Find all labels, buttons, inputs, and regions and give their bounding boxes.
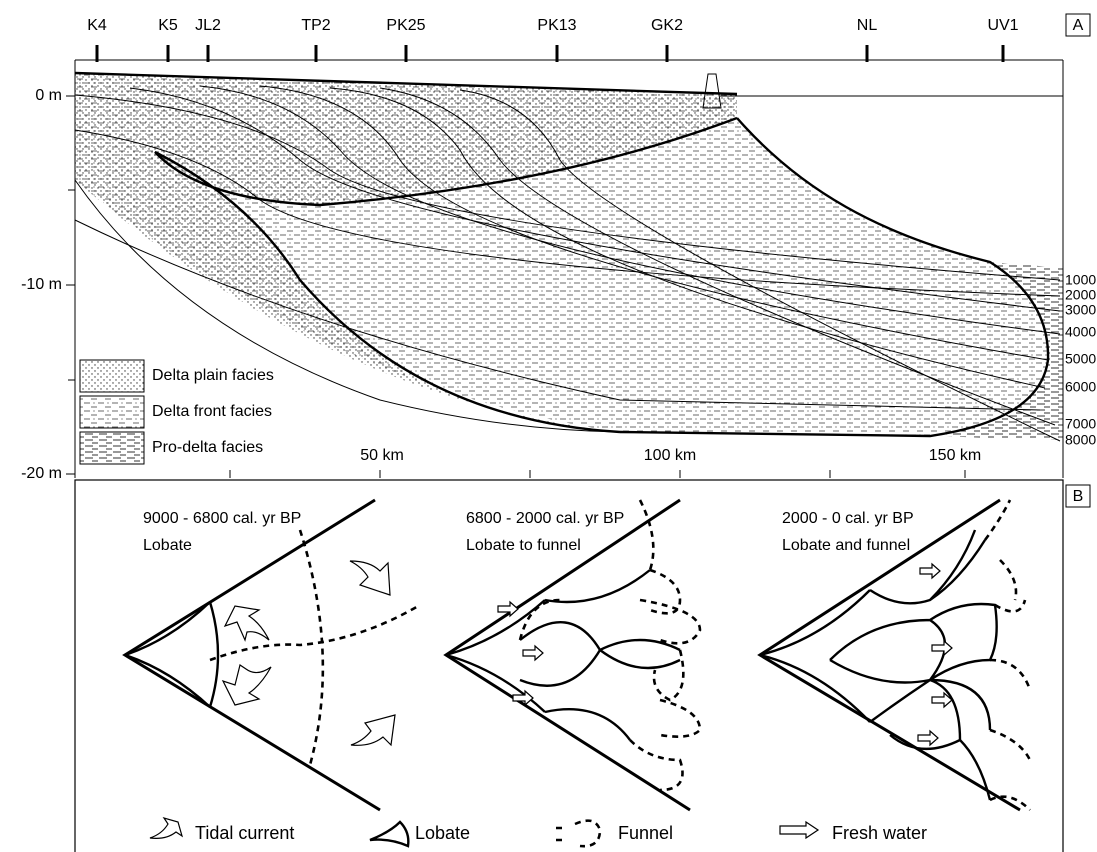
isochron-label: 7000 [1065, 416, 1096, 432]
depth-label: -20 m [21, 465, 62, 482]
tidal-current-icon [350, 561, 390, 595]
drawing-stroke [370, 822, 408, 846]
tidal-current-icon [223, 665, 271, 705]
tidal-current-icon [225, 606, 269, 640]
drawing-stroke [80, 396, 144, 428]
depth-label: -10 m [21, 276, 62, 293]
distance-label: 100 km [644, 447, 696, 464]
drawing-stroke [80, 432, 144, 464]
legend-label: Funnel [618, 823, 673, 843]
fresh-water-icon [918, 731, 938, 745]
legend-label: Fresh water [832, 823, 927, 843]
depth-ticks [66, 96, 75, 474]
fresh-water-icon [932, 641, 952, 655]
drawing-stroke [446, 570, 680, 740]
isochron-label: 2000 [1065, 287, 1096, 303]
stage-shape: Lobate [143, 537, 192, 554]
legend-label: Tidal current [195, 823, 294, 843]
isochron-label: 6000 [1065, 379, 1096, 395]
stage-period: 2000 - 0 cal. yr BP [782, 510, 914, 527]
well-label: UV1 [987, 17, 1018, 34]
panel-b-frame [75, 480, 1063, 852]
well-label: PK25 [386, 17, 425, 34]
isochron-label: 1000 [1065, 272, 1096, 288]
well-label: K4 [87, 17, 107, 34]
legend-label: Delta plain facies [152, 367, 274, 384]
drawing-stroke [760, 530, 997, 800]
stage-period: 6800 - 2000 cal. yr BP [466, 510, 624, 527]
distance-label: 150 km [929, 447, 981, 464]
isochron-label: 5000 [1065, 351, 1096, 367]
isochron-label: 4000 [1065, 324, 1096, 340]
well-label: GK2 [651, 17, 683, 34]
well-label: PK13 [537, 17, 576, 34]
well-label: TP2 [301, 17, 330, 34]
panel-b [75, 480, 1090, 852]
legend-a [80, 360, 144, 464]
stage-period: 9000 - 6800 cal. yr BP [143, 510, 301, 527]
panel-label: A [1073, 17, 1084, 34]
well-label: NL [857, 17, 878, 34]
panel-label: B [1073, 488, 1084, 505]
drawing-stroke [780, 822, 818, 838]
drawing-stroke [556, 821, 600, 847]
legend-label: Lobate [415, 823, 470, 843]
legend-label: Pro-delta facies [152, 439, 263, 456]
isochron-label: 3000 [1065, 302, 1096, 318]
well-label: JL2 [195, 17, 221, 34]
depth-label: 0 m [35, 87, 62, 104]
stage-shape: Lobate and funnel [782, 537, 910, 554]
drawing-stroke [150, 818, 182, 838]
tidal-current-icon [351, 715, 395, 745]
drawing-stroke [80, 360, 144, 392]
fresh-water-icon [920, 564, 940, 578]
figure: K4 K5 JL2 TP2 PK25 PK13 GK2 NL UV1 0 m -10 m -20 m 5… [0, 0, 1097, 852]
legend-label: Delta front facies [152, 403, 272, 420]
drawing-stroke [125, 602, 218, 707]
stage-shape: Lobate to funnel [466, 537, 581, 554]
well-label: K5 [158, 17, 178, 34]
fresh-water-icon [523, 646, 543, 660]
distance-ticks [230, 470, 965, 478]
distance-label: 50 km [360, 447, 404, 464]
isochron-label: 8000 [1065, 432, 1096, 448]
